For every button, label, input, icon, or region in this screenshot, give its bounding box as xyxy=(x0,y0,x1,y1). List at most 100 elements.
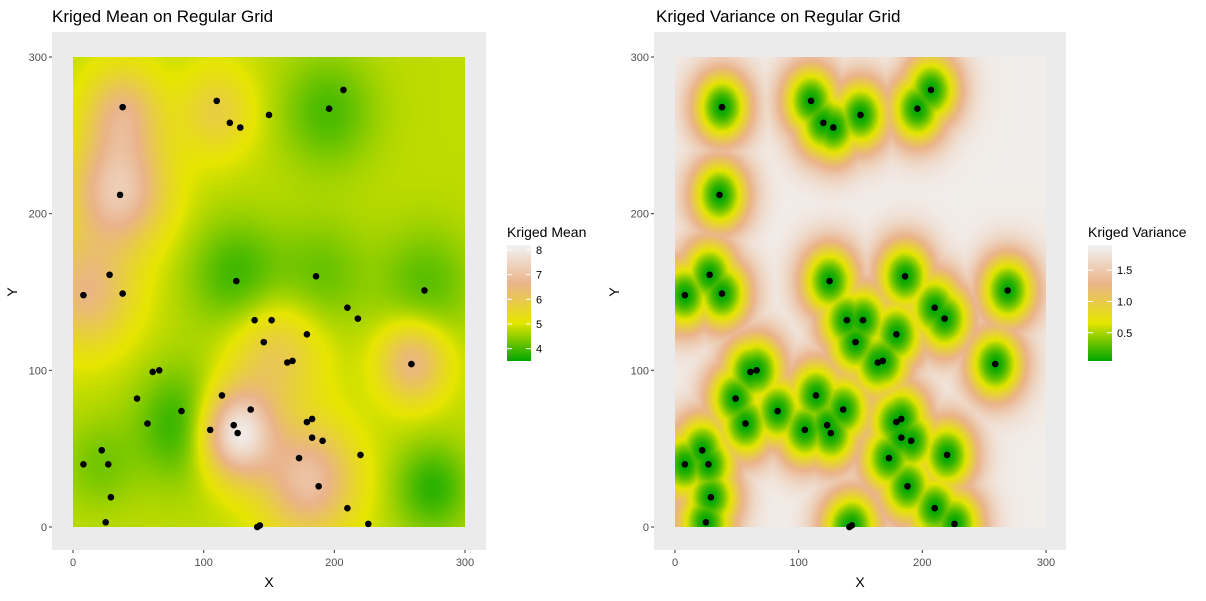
sample-point xyxy=(325,105,333,112)
legend-tick-label: 6 xyxy=(536,294,542,306)
sample-point xyxy=(206,426,214,434)
sample-point xyxy=(801,426,809,434)
sample-point xyxy=(354,315,362,322)
x-axis-label: X xyxy=(264,574,274,590)
sample-point xyxy=(879,357,887,365)
sample-point xyxy=(133,395,141,402)
sample-point xyxy=(774,407,781,415)
sample-point xyxy=(155,367,163,374)
sample-point xyxy=(80,461,87,468)
x-axis-ticks: 0 100 200 300 xyxy=(70,550,474,569)
sample-point xyxy=(119,290,126,297)
sample-point xyxy=(319,437,326,445)
sample-point xyxy=(914,105,921,112)
legend-tick-label: 4 xyxy=(536,344,542,356)
sample-point xyxy=(702,519,710,526)
sample-point xyxy=(839,406,847,413)
chart-title: Kriged Mean on Regular Grid xyxy=(52,7,273,26)
legend-ticks: 4 5 6 7 8 xyxy=(507,245,542,356)
sample-point xyxy=(742,420,749,427)
y-tick-label: 300 xyxy=(29,52,47,64)
sample-point xyxy=(846,523,853,531)
sample-point xyxy=(303,418,311,426)
sample-point xyxy=(357,451,364,459)
y-tick-label: 0 xyxy=(41,522,47,534)
sample-point xyxy=(312,273,320,280)
sample-point xyxy=(365,520,372,528)
sample-point xyxy=(707,493,715,501)
sample-point xyxy=(233,277,240,285)
sample-point xyxy=(705,461,712,468)
legend: Kriged Variance 0.5 1.0 1.5 xyxy=(1088,224,1187,361)
legend-tick-label: 1.5 xyxy=(1117,265,1132,277)
x-tick-label: 200 xyxy=(325,557,343,569)
sample-point xyxy=(823,421,831,429)
sample-point xyxy=(829,124,837,131)
sample-point xyxy=(265,111,273,119)
sample-point xyxy=(718,103,726,111)
sample-point xyxy=(826,277,833,285)
sample-point xyxy=(753,367,760,374)
sample-point xyxy=(857,111,864,119)
legend-title: Kriged Mean xyxy=(507,224,586,240)
sample-point xyxy=(718,290,726,297)
sample-points xyxy=(80,86,428,531)
sample-point xyxy=(234,429,241,437)
sample-point xyxy=(1004,287,1011,294)
legend-tick-label: 7 xyxy=(536,270,542,282)
sample-point xyxy=(251,316,258,324)
sample-point xyxy=(253,523,261,531)
kriged-mean-panel: Kriged Mean on Regular Grid 0 100 200 300 0… xyxy=(4,7,586,590)
sample-point xyxy=(107,493,115,501)
sample-point xyxy=(268,316,275,324)
x-tick-label: 300 xyxy=(1037,557,1055,569)
legend-ticks: 0.5 1.0 1.5 xyxy=(1088,265,1132,340)
sample-point xyxy=(236,124,244,131)
x-tick-label: 300 xyxy=(456,557,474,569)
sample-point xyxy=(283,359,291,366)
sample-point xyxy=(344,504,351,512)
sample-point xyxy=(951,520,958,528)
sample-point xyxy=(931,504,938,512)
sample-point xyxy=(852,338,859,346)
sample-point xyxy=(681,461,689,468)
sample-point xyxy=(308,415,316,423)
sample-point xyxy=(178,407,185,415)
sample-point xyxy=(820,119,827,127)
chart-title: Kriged Variance on Regular Grid xyxy=(656,7,900,26)
x-tick-label: 100 xyxy=(194,557,212,569)
legend-colorbar xyxy=(507,245,531,361)
sample-point xyxy=(344,304,351,311)
sample-point xyxy=(941,315,948,322)
y-axis-ticks: 0 100 200 300 xyxy=(631,52,654,534)
sample-point xyxy=(421,287,428,294)
sample-point xyxy=(308,434,316,442)
sample-point xyxy=(698,446,706,454)
x-tick-label: 0 xyxy=(672,557,678,569)
legend-tick-label: 8 xyxy=(536,245,542,257)
sample-point xyxy=(859,316,867,324)
legend-tick-label: 0.5 xyxy=(1117,328,1132,340)
sample-point xyxy=(260,338,268,346)
sample-point xyxy=(226,119,234,127)
sample-point xyxy=(80,291,87,299)
x-axis-ticks: 0 100 200 300 xyxy=(672,550,1055,569)
sample-point xyxy=(931,304,938,311)
y-axis-label: Y xyxy=(606,287,622,297)
sample-point xyxy=(747,368,754,376)
sample-point xyxy=(218,392,226,399)
sample-point xyxy=(104,461,112,468)
sample-point xyxy=(289,357,296,365)
sample-point xyxy=(885,454,893,462)
sample-point xyxy=(340,86,347,94)
sample-point xyxy=(901,273,909,280)
sample-point xyxy=(149,368,157,376)
legend-title: Kriged Variance xyxy=(1088,224,1187,240)
y-tick-label: 100 xyxy=(29,365,47,377)
sample-point xyxy=(119,103,126,111)
sample-point xyxy=(230,421,238,429)
sample-point xyxy=(315,482,322,490)
y-tick-label: 300 xyxy=(631,52,649,64)
sample-points xyxy=(681,86,1011,531)
